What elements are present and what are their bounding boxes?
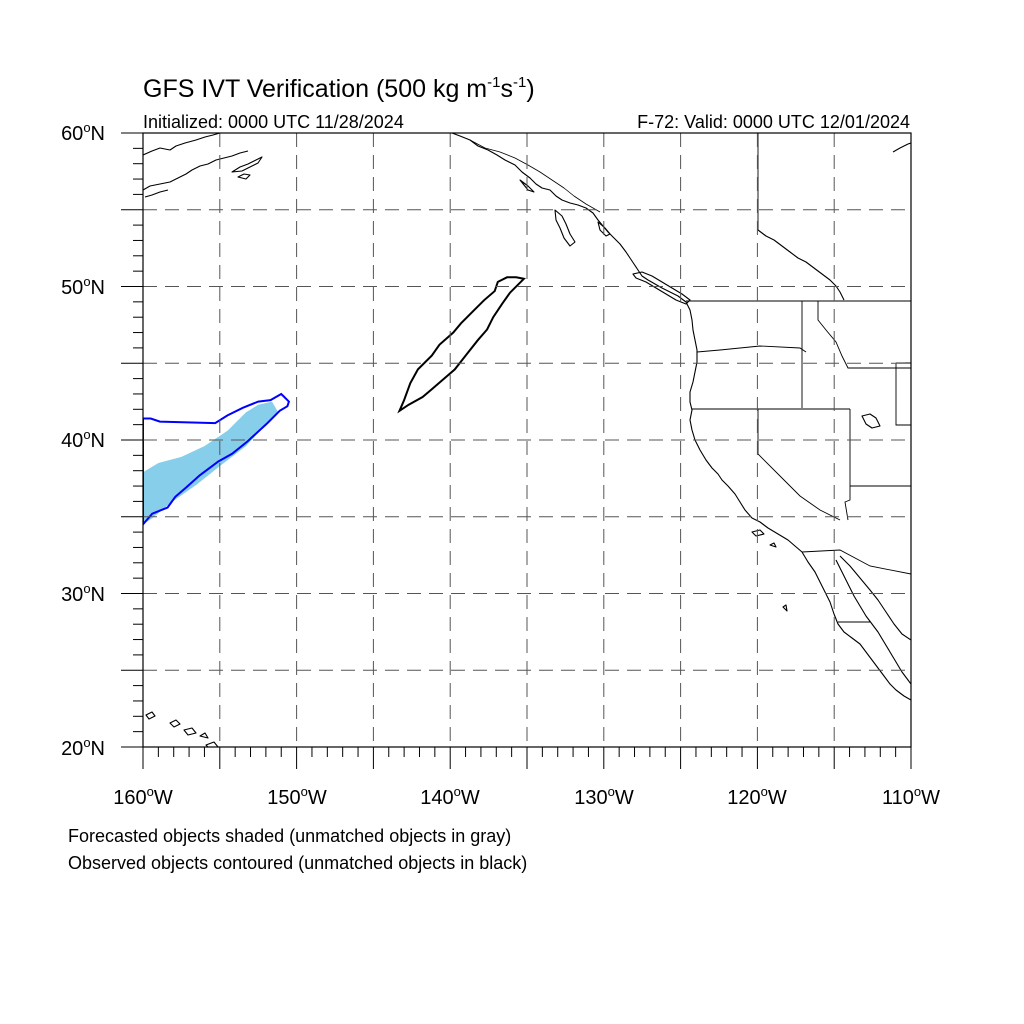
alaska-coastline — [143, 133, 249, 198]
lon-label-110w: 110oW — [882, 784, 940, 809]
lon-label-140w: 140oW — [420, 784, 480, 809]
forecast-object-shaded — [143, 401, 279, 525]
hawaiian-islands — [145, 711, 219, 747]
initialized-time: Initialized: 0000 UTC 11/28/2024 — [143, 112, 404, 132]
figure-title: GFS IVT Verification (500 kg m-1s-1) — [143, 74, 535, 103]
observed-object-unmatched-contour — [397, 276, 526, 414]
lat-label-40: 40oN — [61, 427, 105, 452]
latitude-labels: 60oN 50oN 40oN 30oN 20oN — [61, 120, 105, 760]
political-borders — [686, 133, 911, 623]
lon-label-120w: 120oW — [727, 784, 787, 809]
mexico-mainland-coast — [839, 555, 911, 641]
kodiak-island — [231, 156, 263, 180]
wyoming-border — [895, 362, 911, 426]
gridlines — [143, 133, 911, 747]
valid-time: F-72: Valid: 0000 UTC 12/01/2024 — [637, 112, 910, 132]
plot-border — [142, 132, 912, 748]
footnote-forecast: Forecasted objects shaded (unmatched obj… — [68, 826, 511, 846]
lat-label-30: 30oN — [61, 581, 105, 606]
lon-label-130w: 130oW — [574, 784, 634, 809]
lat-label-20: 20oN — [61, 735, 105, 760]
longitude-labels: 160oW 150oW 140oW 130oW 120oW 110oW — [113, 784, 940, 809]
pacific-northwest-coastline — [451, 133, 803, 553]
lon-label-160w: 160oW — [113, 784, 173, 809]
us-mexico-border — [801, 549, 911, 575]
alaska-canada-border — [469, 139, 601, 213]
nevada-utah-border — [844, 409, 851, 521]
bc-islands — [519, 179, 611, 247]
canadian-lake — [861, 413, 881, 429]
hudson-bay-fragment — [892, 142, 911, 153]
washington-oregon-border — [696, 345, 807, 353]
vancouver-island — [632, 271, 691, 305]
lat-label-60: 60oN — [61, 120, 105, 145]
axis-ticks — [121, 132, 912, 769]
lon-label-150w: 150oW — [267, 784, 327, 809]
footnote-observed: Observed objects contoured (unmatched ob… — [68, 853, 527, 873]
california-nevada-border — [757, 409, 841, 521]
observed-object-matched-contour — [143, 392, 291, 526]
lat-label-50: 50oN — [61, 274, 105, 299]
idaho-border — [801, 301, 911, 408]
northern-canada-coast — [757, 229, 845, 301]
